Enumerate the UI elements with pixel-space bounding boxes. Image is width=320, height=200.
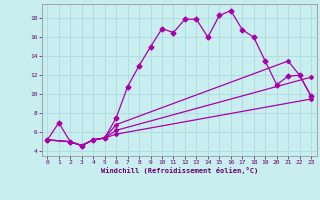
- X-axis label: Windchill (Refroidissement éolien,°C): Windchill (Refroidissement éolien,°C): [100, 167, 258, 174]
